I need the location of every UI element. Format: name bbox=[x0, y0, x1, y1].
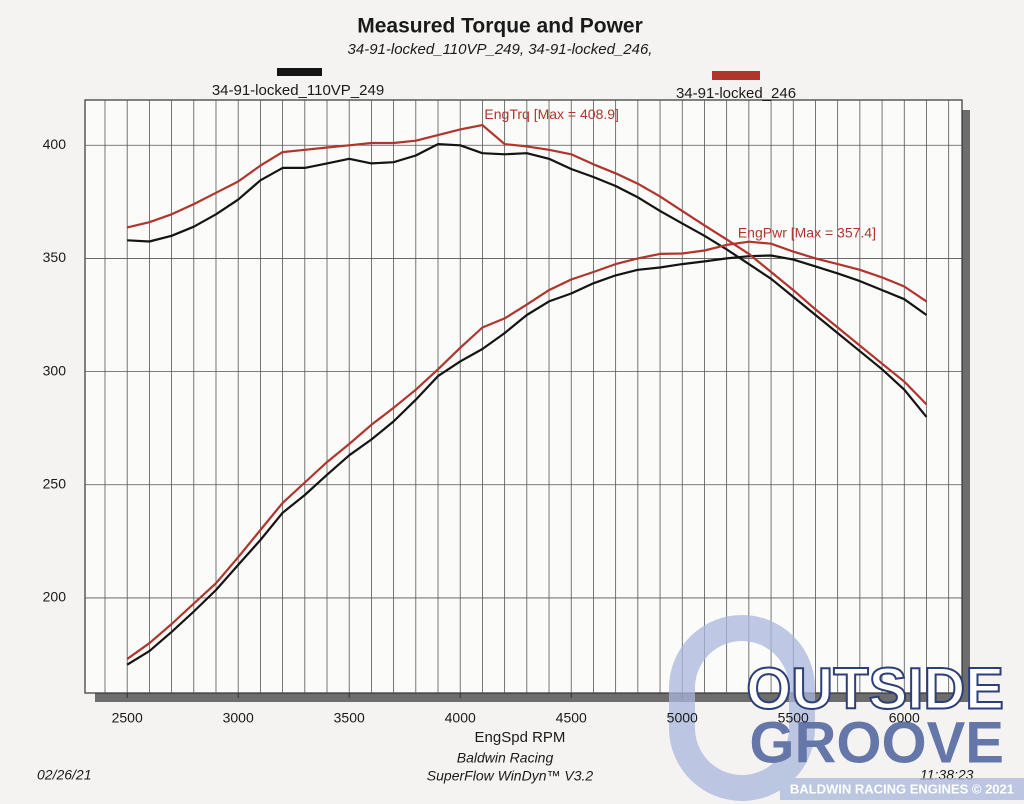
x-tick-label: 6000 bbox=[889, 710, 920, 726]
y-tick-label: 300 bbox=[43, 362, 67, 378]
x-tick-label: 5500 bbox=[778, 710, 809, 726]
x-tick-label: 3500 bbox=[334, 710, 365, 726]
chart-subtitle: 34-91-locked_110VP_249, 34-91-locked_246… bbox=[348, 41, 653, 58]
plot-shadow bbox=[962, 110, 970, 702]
y-tick-label: 400 bbox=[43, 136, 67, 152]
legend-swatch bbox=[712, 71, 760, 80]
watermark bbox=[669, 615, 1024, 801]
x-tick-label: 5000 bbox=[667, 710, 698, 726]
chart-title: Measured Torque and Power bbox=[357, 15, 643, 38]
legend-swatch bbox=[277, 68, 322, 76]
legend-label: 34-91-locked_246 bbox=[676, 85, 796, 102]
torque-line bbox=[126, 124, 928, 406]
torque-line bbox=[127, 143, 928, 418]
watermark-logo bbox=[669, 615, 815, 801]
footer-line: SuperFlow WinDyn™ V3.2 bbox=[427, 768, 594, 784]
watermark-band bbox=[780, 778, 1024, 800]
watermark-text: OUTSIDE bbox=[746, 656, 1004, 721]
y-tick-label: 350 bbox=[43, 249, 67, 265]
annotation: EngPwr [Max = 357.4] bbox=[738, 224, 876, 240]
x-tick-label: 4500 bbox=[556, 710, 587, 726]
x-tick-label: 3000 bbox=[223, 710, 254, 726]
x-axis-label: EngSpd RPM bbox=[475, 729, 566, 746]
date: 02/26/21 bbox=[37, 767, 92, 783]
x-tick-label: 4000 bbox=[445, 710, 476, 726]
legend-label: 34-91-locked_110VP_249 bbox=[212, 82, 384, 99]
plot-shadow bbox=[95, 693, 970, 702]
power-line bbox=[126, 240, 928, 660]
power-line bbox=[126, 254, 928, 666]
x-tick-label: 2500 bbox=[112, 710, 143, 726]
y-tick-label: 250 bbox=[43, 475, 67, 491]
y-tick-label: 200 bbox=[43, 589, 67, 605]
watermark-text: GROOVE bbox=[749, 710, 1004, 775]
plot-area bbox=[84, 99, 963, 694]
footer-line: Baldwin Racing bbox=[457, 750, 554, 766]
lines bbox=[126, 124, 928, 666]
annotation: EngTrq [Max = 408.9] bbox=[484, 106, 618, 122]
watermark-caption: BALDWIN RACING ENGINES © 2021 bbox=[790, 781, 1014, 796]
